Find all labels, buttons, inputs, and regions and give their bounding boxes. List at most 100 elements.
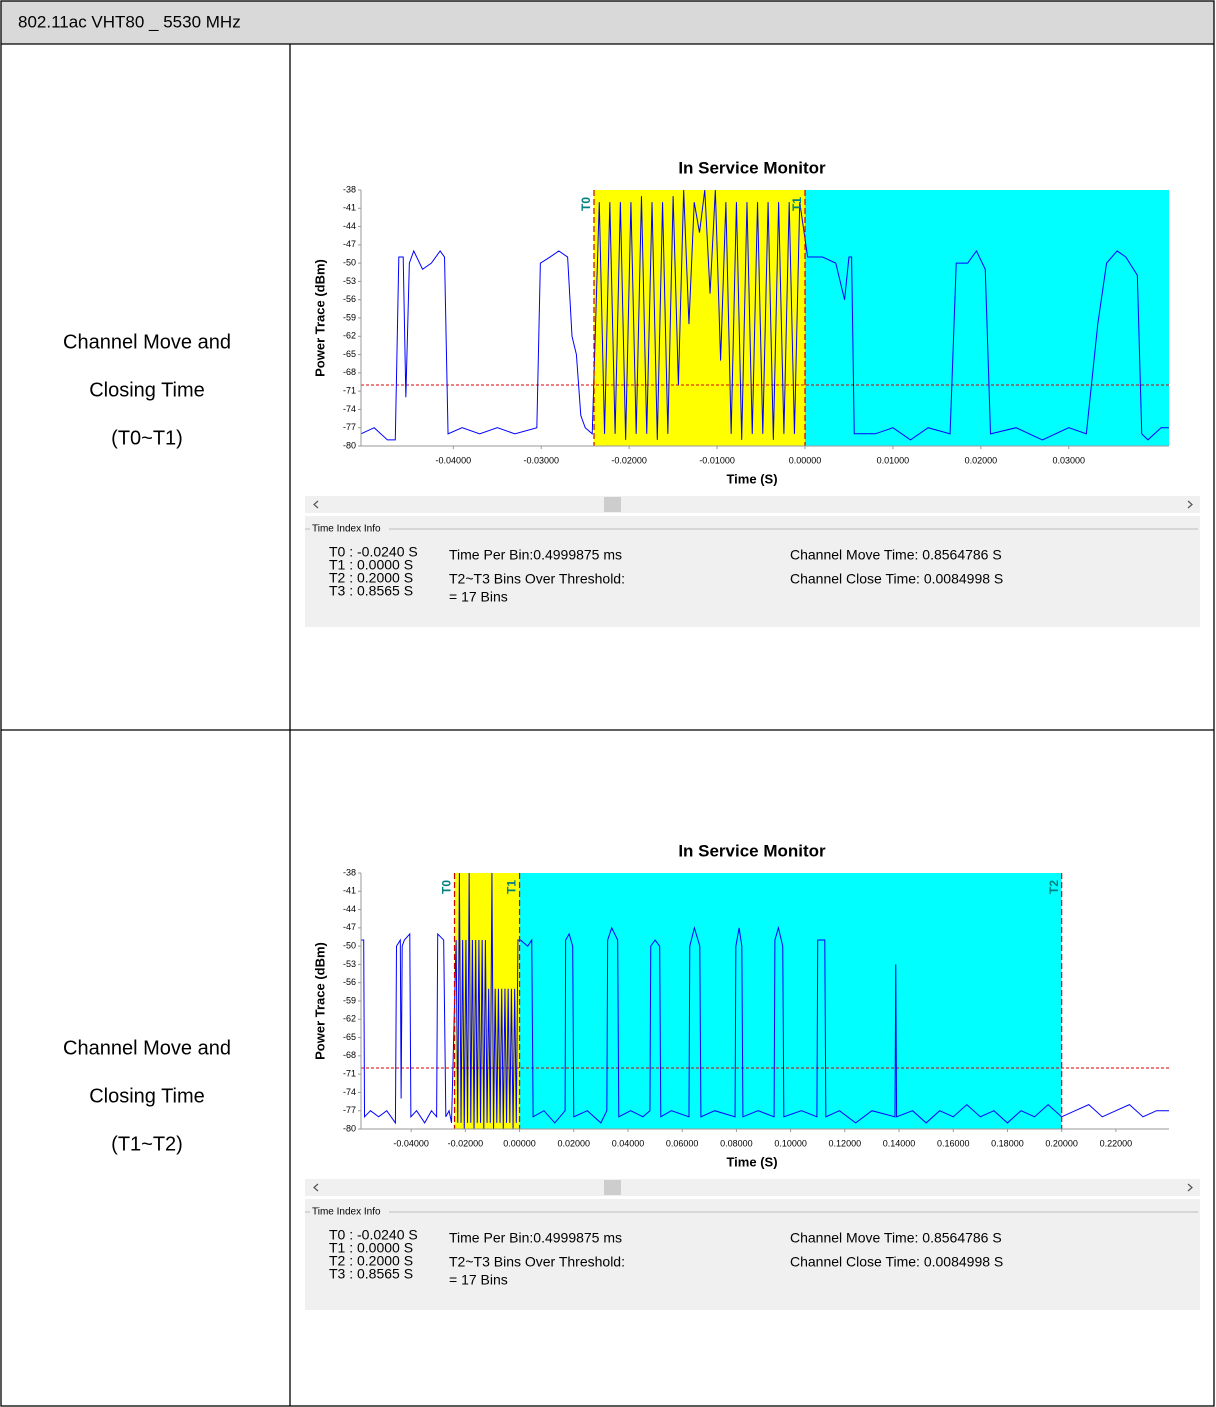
y-tick-label: -74 — [343, 404, 356, 414]
y-tick-label: -71 — [343, 386, 356, 396]
y-tick-label: -44 — [343, 221, 356, 231]
x-tick-label: -0.04000 — [436, 455, 472, 465]
time-index: T1 : 0.0000 S — [329, 1240, 413, 1256]
bins-value: = 17 Bins — [449, 589, 508, 605]
time-region — [519, 873, 1062, 1129]
scrollbar-thumb — [604, 497, 621, 512]
scroll-left-arrow — [313, 500, 319, 509]
row-label: (T0~T1) — [111, 427, 183, 449]
row-label: Channel Move and — [63, 331, 231, 353]
y-tick-label: -47 — [343, 922, 356, 932]
time-index: T0 : -0.0240 S — [329, 544, 418, 560]
x-tick-label: 0.08000 — [720, 1138, 753, 1148]
bins-label: T2~T3 Bins Over Threshold: — [449, 1254, 625, 1270]
move-time: Channel Move Time: 0.8564786 S — [790, 1230, 1002, 1246]
y-axis-label: Power Trace (dBm) — [312, 942, 327, 1060]
scroll-left-arrow — [313, 1183, 319, 1192]
bins-value: = 17 Bins — [449, 1272, 508, 1288]
time-marker-label: T0 — [579, 197, 593, 211]
row-label: Channel Move and — [63, 1037, 231, 1059]
y-tick-label: -68 — [343, 367, 356, 377]
x-tick-label: 0.22000 — [1100, 1138, 1133, 1148]
x-axis-label: Time (S) — [726, 1154, 777, 1169]
time-index: T2 : 0.2000 S — [329, 1253, 413, 1269]
time-index: T1 : 0.0000 S — [329, 557, 413, 573]
y-tick-label: -77 — [343, 422, 356, 432]
scrollbar — [305, 1179, 1200, 1196]
y-tick-label: -41 — [343, 886, 356, 896]
x-tick-label: -0.01000 — [699, 455, 735, 465]
y-tick-label: -59 — [343, 312, 356, 322]
x-tick-label: 0.18000 — [991, 1138, 1024, 1148]
x-tick-label: 0.10000 — [774, 1138, 807, 1148]
row-label: Closing Time — [89, 1085, 205, 1107]
chart-title: In Service Monitor — [678, 158, 826, 177]
time-index: T0 : -0.0240 S — [329, 1227, 418, 1243]
y-tick-label: -59 — [343, 995, 356, 1005]
header-title: 802.11ac VHT80 _ 5530 MHz — [18, 12, 241, 31]
y-tick-label: -50 — [343, 941, 356, 951]
x-tick-label: -0.02000 — [611, 455, 647, 465]
time-index: T3 : 0.8565 S — [329, 583, 413, 599]
y-tick-label: -71 — [343, 1069, 356, 1079]
time-per-bin: Time Per Bin:0.4999875 ms — [449, 1230, 622, 1246]
x-tick-label: 0.20000 — [1045, 1138, 1078, 1148]
y-tick-label: -74 — [343, 1087, 356, 1097]
x-tick-label: -0.02000 — [448, 1138, 484, 1148]
power-trace — [361, 872, 1169, 1130]
scrollbar-thumb — [604, 1180, 621, 1195]
x-tick-label: 0.12000 — [829, 1138, 862, 1148]
y-tick-label: -80 — [343, 440, 356, 450]
x-tick-label: 0.06000 — [666, 1138, 699, 1148]
header-band — [1, 1, 1214, 44]
y-tick-label: -53 — [343, 276, 356, 286]
move-time: Channel Move Time: 0.8564786 S — [790, 547, 1002, 563]
x-axis-label: Time (S) — [726, 471, 777, 486]
y-tick-label: -65 — [343, 349, 356, 359]
time-index: T2 : 0.2000 S — [329, 570, 413, 586]
power-trace — [360, 189, 1169, 441]
y-tick-label: -53 — [343, 959, 356, 969]
x-tick-label: 0.04000 — [612, 1138, 645, 1148]
row-label: Closing Time — [89, 379, 205, 401]
scrollbar — [305, 496, 1200, 513]
y-tick-label: -77 — [343, 1105, 356, 1115]
y-tick-label: -44 — [343, 904, 356, 914]
chart-title: In Service Monitor — [678, 841, 826, 860]
x-tick-label: 0.00000 — [789, 455, 822, 465]
y-tick-label: -47 — [343, 239, 356, 249]
info-title: Time Index Info — [312, 524, 381, 535]
y-tick-label: -68 — [343, 1050, 356, 1060]
y-tick-label: -41 — [343, 203, 356, 213]
y-tick-label: -56 — [343, 294, 356, 304]
x-tick-label: 0.03000 — [1052, 455, 1085, 465]
close-time: Channel Close Time: 0.0084998 S — [790, 1254, 1003, 1270]
x-tick-label: 0.02000 — [558, 1138, 591, 1148]
y-tick-label: -56 — [343, 977, 356, 987]
time-marker-label: T1 — [505, 880, 519, 894]
info-title: Time Index Info — [312, 1207, 381, 1218]
info-panel — [305, 516, 1200, 627]
y-tick-label: -65 — [343, 1032, 356, 1042]
y-tick-label: -62 — [343, 1014, 356, 1024]
time-per-bin: Time Per Bin:0.4999875 ms — [449, 547, 622, 563]
x-tick-label: 0.02000 — [965, 455, 998, 465]
y-tick-label: -62 — [343, 331, 356, 341]
y-tick-label: -50 — [343, 258, 356, 268]
time-index: T3 : 0.8565 S — [329, 1266, 413, 1282]
x-tick-label: 0.16000 — [937, 1138, 970, 1148]
x-tick-label: 0.01000 — [877, 455, 910, 465]
row-label: (T1~T2) — [111, 1133, 183, 1155]
y-tick-label: -38 — [343, 867, 356, 877]
y-axis-label: Power Trace (dBm) — [312, 259, 327, 377]
bins-label: T2~T3 Bins Over Threshold: — [449, 571, 625, 587]
time-marker-label: T1 — [790, 197, 804, 211]
scroll-right-arrow — [1187, 1183, 1193, 1192]
time-marker-label: T2 — [1047, 880, 1061, 894]
time-region — [593, 190, 806, 446]
x-tick-label: -0.04000 — [393, 1138, 429, 1148]
y-tick-label: -38 — [343, 184, 356, 194]
x-tick-label: 0.14000 — [883, 1138, 916, 1148]
